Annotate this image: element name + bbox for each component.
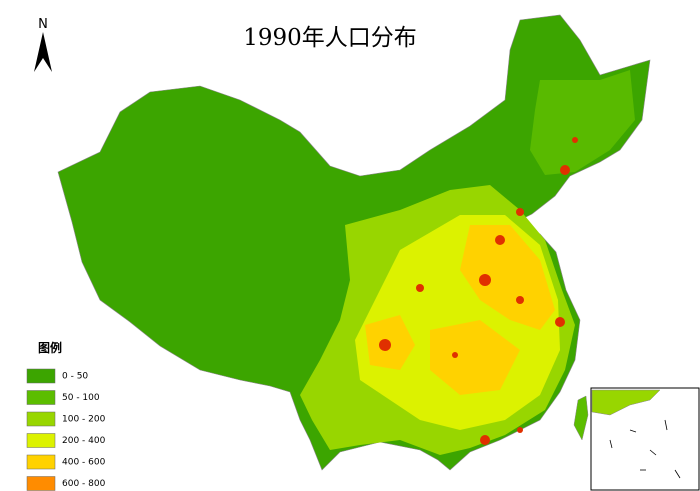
legend-label: 0 - 50	[62, 372, 88, 382]
north-arrow	[34, 32, 52, 72]
legend-label: 400 - 600	[62, 458, 106, 468]
inset-frame	[590, 387, 700, 491]
urban-spots	[379, 137, 578, 445]
legend-swatch	[26, 368, 56, 384]
inset-coast	[591, 389, 661, 416]
very-dense-region	[365, 225, 555, 395]
legend-label: 600 - 800	[62, 479, 106, 489]
legend-swatch	[26, 454, 56, 470]
legend-label: 200 - 400	[62, 436, 106, 446]
inset-islands	[609, 419, 681, 479]
legend-label: 100 - 200	[62, 415, 106, 425]
north-label: N	[38, 17, 48, 32]
legend-swatch	[26, 390, 56, 405]
legend-title: 图例	[38, 340, 62, 355]
legend-swatch	[26, 433, 56, 448]
legend-swatch	[26, 411, 56, 427]
legend-swatch	[26, 476, 56, 491]
northeast-region	[530, 70, 635, 175]
legend-label: 50 - 100	[62, 393, 100, 403]
legend: 0 - 50 50 - 100 100 - 200 200 - 400 400 - 60…	[26, 368, 106, 491]
taiwan	[573, 395, 589, 441]
map-title: 1990年人口分布	[243, 25, 417, 51]
